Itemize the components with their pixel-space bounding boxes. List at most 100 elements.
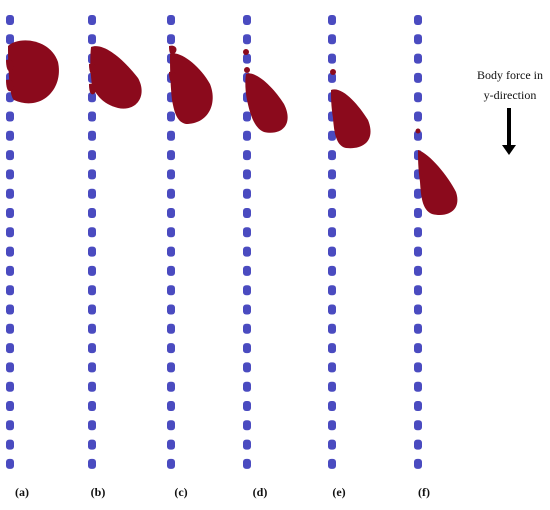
post-column-f [414, 285, 422, 296]
post-column-a [6, 381, 14, 392]
post-column-c [167, 111, 175, 122]
arrow-down-icon [502, 145, 516, 155]
droplet-a-lobe [6, 59, 14, 72]
panel-label-b: (b) [90, 485, 106, 499]
post-column-f [414, 362, 422, 373]
post-column-a [6, 188, 14, 199]
post-column-e [328, 130, 336, 141]
post-column-d [243, 150, 251, 161]
post-column-a [6, 15, 14, 25]
post-column-f [414, 401, 422, 411]
droplets-layer [6, 40, 458, 216]
post-column-d [243, 246, 251, 257]
post-column-e [328, 362, 336, 373]
post-column-d [243, 188, 251, 199]
droplet-a-lobe [6, 79, 14, 92]
post-column-b [88, 439, 96, 450]
post-column-e [328, 304, 336, 315]
post-column-f [414, 34, 422, 45]
post-column-a [6, 111, 14, 122]
post-column-f [414, 381, 422, 392]
droplet-d-satellite [243, 49, 249, 55]
post-column-f [414, 72, 422, 83]
droplet-d [245, 73, 288, 133]
post-column-f [414, 92, 422, 103]
post-column-c [167, 304, 175, 315]
post-column-e [328, 150, 336, 161]
post-column-b [88, 34, 96, 45]
panel-label-a: (a) [15, 485, 29, 499]
post-column-c [167, 381, 175, 392]
post-column-a [6, 401, 14, 411]
post-column-e [328, 343, 336, 354]
post-column-d [243, 439, 251, 450]
droplet-d-satellite [244, 67, 250, 73]
post-column-f [414, 208, 422, 218]
post-column-a [6, 343, 14, 354]
post-column-a [6, 439, 14, 450]
post-column-d [243, 53, 251, 64]
post-column-e [328, 208, 336, 218]
post-column-f [414, 188, 422, 199]
droplet-b [90, 46, 142, 109]
post-column-f [414, 246, 422, 257]
post-column-b [88, 150, 96, 161]
post-column-a [6, 246, 14, 257]
post-column-a [6, 362, 14, 373]
post-column-e [328, 381, 336, 392]
droplet-e-satellite [330, 69, 336, 75]
post-column-f [414, 227, 422, 238]
post-column-d [243, 208, 251, 218]
post-column-c [167, 34, 175, 45]
post-column-e [328, 323, 336, 334]
post-column-c [167, 150, 175, 161]
post-column-a [6, 285, 14, 296]
post-column-f [414, 265, 422, 276]
post-column-e [328, 420, 336, 431]
post-column-b [88, 458, 96, 469]
post-column-b [88, 265, 96, 276]
post-column-d [243, 169, 251, 180]
post-column-d [243, 304, 251, 315]
post-column-c [167, 439, 175, 450]
post-column-a [6, 130, 14, 141]
post-column-d [243, 458, 251, 469]
post-column-a [6, 34, 14, 45]
body-force-label-line2: y-direction [483, 88, 537, 102]
post-column-b [88, 15, 96, 25]
post-column-b [88, 227, 96, 238]
post-column-b [88, 381, 96, 392]
droplet-b-lobe [89, 63, 97, 75]
post-column-e [328, 439, 336, 450]
post-column-f [414, 343, 422, 354]
post-column-e [328, 285, 336, 296]
droplet-a [8, 40, 59, 104]
post-column-a [6, 458, 14, 469]
droplet-f [418, 150, 458, 216]
post-column-f [414, 130, 422, 141]
post-column-c [167, 401, 175, 411]
post-column-e [328, 401, 336, 411]
post-column-f [414, 111, 422, 122]
post-column-b [88, 420, 96, 431]
post-column-e [328, 72, 336, 83]
post-column-a [6, 420, 14, 431]
panel-label-f: (f) [418, 485, 430, 499]
post-column-d [243, 15, 251, 25]
post-column-f [414, 439, 422, 450]
post-column-d [243, 343, 251, 354]
droplet-e [331, 89, 371, 149]
post-column-f [414, 304, 422, 315]
post-column-c [167, 169, 175, 180]
post-column-c [167, 130, 175, 141]
post-column-b [88, 343, 96, 354]
post-column-b [88, 111, 96, 122]
post-column-f [414, 53, 422, 64]
post-column-d [243, 111, 251, 122]
post-column-d [243, 401, 251, 411]
post-column-b [88, 285, 96, 296]
post-column-e [328, 169, 336, 180]
panel-label-e: (e) [332, 485, 346, 499]
posts-layer [6, 15, 422, 469]
